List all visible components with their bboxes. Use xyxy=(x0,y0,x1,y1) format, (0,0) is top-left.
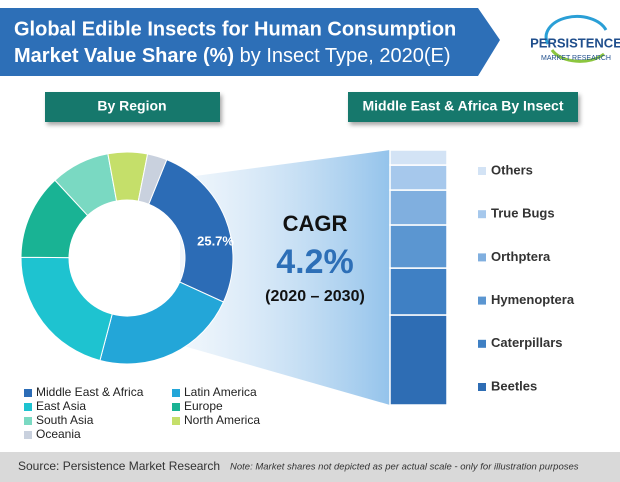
donut-slice xyxy=(99,281,225,365)
bar-segment xyxy=(389,149,448,166)
legend-swatch xyxy=(478,383,486,391)
section-title: Middle East & Africa By Insect xyxy=(363,98,564,114)
legend-swatch xyxy=(478,339,486,348)
cagr-period: (2020 – 2030) xyxy=(265,288,365,305)
section-header xyxy=(45,92,220,122)
legend-label: Hymenoptera xyxy=(491,292,575,307)
cagr-value: 4.2% xyxy=(276,243,354,281)
donut-slice xyxy=(137,153,168,205)
legend-swatch xyxy=(24,403,32,411)
legend-label: True Bugs xyxy=(491,206,555,221)
legend-swatch xyxy=(172,417,180,425)
title-bold: Market Value Share (%) xyxy=(14,45,234,67)
legend-label: Beetles xyxy=(491,378,537,393)
bar-segment xyxy=(389,224,448,269)
logo-main: PERSISTENCE xyxy=(530,35,620,50)
section-title: By Region xyxy=(97,98,166,114)
legend-label: Others xyxy=(491,162,533,177)
bar-segment xyxy=(389,164,448,191)
note: Note: Market shares not depicted as per … xyxy=(230,462,579,473)
legend-label: Latin America xyxy=(184,385,257,399)
legend: Middle East & Africa Latin America East As… xyxy=(24,385,260,441)
cagr-label: CAGR xyxy=(283,211,348,236)
logo-swoosh xyxy=(550,49,605,63)
legend-label: North America xyxy=(184,413,260,427)
logo-sub: MARKET RESEARCH xyxy=(541,55,611,62)
legend-swatch xyxy=(478,210,486,219)
legend-label: Europe xyxy=(184,399,223,413)
section-header xyxy=(348,92,578,122)
legend-label: Orthptera xyxy=(491,249,551,264)
bar-segment xyxy=(389,314,448,406)
title-rest: by Insect Type, 2020(E) xyxy=(234,45,450,67)
logo-swoosh xyxy=(544,14,608,45)
legend-swatch xyxy=(478,167,486,175)
connector-fan xyxy=(180,150,390,405)
donut: 25.7% xyxy=(20,151,234,365)
legend-swatch xyxy=(24,417,32,425)
legend-label: Caterpillars xyxy=(491,335,563,350)
legend-swatch xyxy=(172,403,180,411)
legend-swatch xyxy=(478,253,486,262)
title-banner xyxy=(0,8,500,76)
bar-segment xyxy=(389,189,448,226)
legend-swatch xyxy=(172,389,180,397)
legend-swatch xyxy=(478,296,486,305)
source: Source: Persistence Market Research xyxy=(18,459,220,473)
legend-label: South Asia xyxy=(36,413,94,427)
donut-slice xyxy=(148,159,234,303)
legend-label: Middle East & Africa xyxy=(36,385,144,399)
legend-label: East Asia xyxy=(36,399,86,413)
data-label: 25.7% xyxy=(197,233,234,248)
legend-swatch xyxy=(24,431,32,439)
stacked-bar: Beetles Caterpillars Hymenoptera Orthptera T… xyxy=(389,149,575,406)
title-line2: Market Value Share (%) by Insect Type, 2… xyxy=(14,45,451,67)
logo: PERSISTENCE MARKET RESEARCH xyxy=(530,14,620,63)
bar-segment xyxy=(389,267,448,316)
legend-swatch xyxy=(24,389,32,397)
title-line1: Global Edible Insects for Human Consumpt… xyxy=(14,18,456,40)
legend-label: Oceania xyxy=(36,427,81,441)
footer-bar xyxy=(0,452,620,482)
